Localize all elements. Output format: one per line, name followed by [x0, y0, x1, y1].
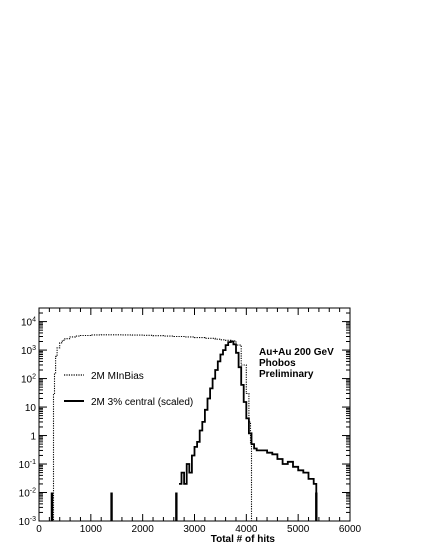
y-tick-label: 10	[25, 403, 37, 414]
legend-label-central: 2M 3% central (scaled)	[91, 397, 193, 408]
y-tick-label: 10-1	[19, 459, 36, 471]
legend-label-minbias: 2M MInBias	[91, 371, 144, 382]
y-tick-label: 102	[21, 374, 36, 386]
plot-frame	[38, 307, 351, 522]
legend: 2M MInBias 2M 3% central (scaled)	[64, 371, 193, 408]
axes: 0 1000 2000 3000 4000 5000 6000 10-3 10-2 10-1 1 10…	[19, 307, 362, 535]
y-tick-label: 10-2	[19, 488, 36, 500]
series-minbias-line	[52, 334, 253, 522]
x-tick-label: 5000	[287, 524, 310, 535]
y-tick-label: 1	[30, 432, 36, 443]
x-tick-label: 0	[36, 524, 42, 535]
y-tick-label: 103	[21, 345, 36, 357]
annotation-line-3: Preliminary	[259, 369, 314, 380]
x-tick-label: 4000	[235, 524, 258, 535]
y-tick-label: 10-3	[19, 516, 36, 528]
x-axis-title: Total # of hits	[211, 534, 276, 545]
series-central-line	[179, 340, 318, 521]
x-tick-label: 3000	[183, 524, 206, 535]
x-tick-label: 6000	[339, 524, 362, 535]
plot-area	[50, 334, 318, 522]
annotation-line-2: Phobos	[259, 358, 296, 369]
x-tick-label: 2000	[132, 524, 155, 535]
x-tick-label: 1000	[80, 524, 103, 535]
collision-annotation: Au+Au 200 GeV Phobos Preliminary	[259, 347, 334, 380]
y-tick-label: 104	[21, 317, 36, 329]
annotation-line-1: Au+Au 200 GeV	[259, 347, 334, 358]
